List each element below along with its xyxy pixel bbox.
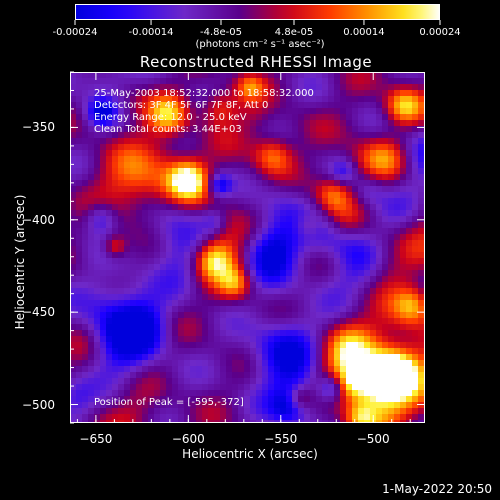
x-axis-label: Heliocentric X (arcsec)	[182, 447, 318, 461]
y-tick-label: −450	[22, 305, 55, 320]
colorbar-frame	[75, 4, 440, 20]
detectors: Detectors: 3F 4F 5F 6F 7F 8F, Att 0	[94, 100, 269, 111]
time-range: 25-May-2003 18:52:32.000 to 18:58:32.000	[94, 88, 314, 99]
x-tick-label: −600	[171, 432, 205, 446]
colorbar-tick-label: -0.00014	[128, 27, 174, 38]
clean-counts: Clean Total counts: 3.44E+03	[94, 124, 242, 135]
x-tick-label: −500	[356, 432, 390, 446]
y-tick-label: −500	[22, 397, 55, 412]
peak-position: Position of Peak = [-595,-372]	[94, 397, 244, 408]
chart-title: Reconstructed RHESSI Image	[139, 53, 373, 71]
info-overlay: 25-May-2003 18:52:32.000 to 18:58:32.000…	[94, 88, 314, 136]
energy-range: Energy Range: 12.0 - 25.0 keV	[94, 112, 247, 123]
colorbar-tick-label: -0.00024	[52, 27, 98, 38]
y-tick-label: −350	[22, 120, 55, 135]
colorbar-tick-label: 0.00014	[343, 27, 385, 38]
x-tick-label: −650	[79, 432, 113, 446]
colorbar-tick-label: 0.00024	[419, 27, 461, 38]
colorbar-tick-label: 4.8e-05	[274, 27, 314, 38]
colorbar-gradient	[75, 4, 440, 20]
colorbar	[75, 4, 440, 20]
y-tick-label: −400	[22, 212, 55, 227]
x-tick-label: −550	[264, 432, 298, 446]
footer-date: 1-May-2022 20:50	[382, 482, 492, 496]
colorbar-tick-label: -4.8e-05	[200, 27, 242, 38]
colorbar-unit: (photons cm⁻² s⁻¹ asec⁻²)	[195, 39, 325, 50]
colorbar-tick-marks	[74, 20, 441, 25]
